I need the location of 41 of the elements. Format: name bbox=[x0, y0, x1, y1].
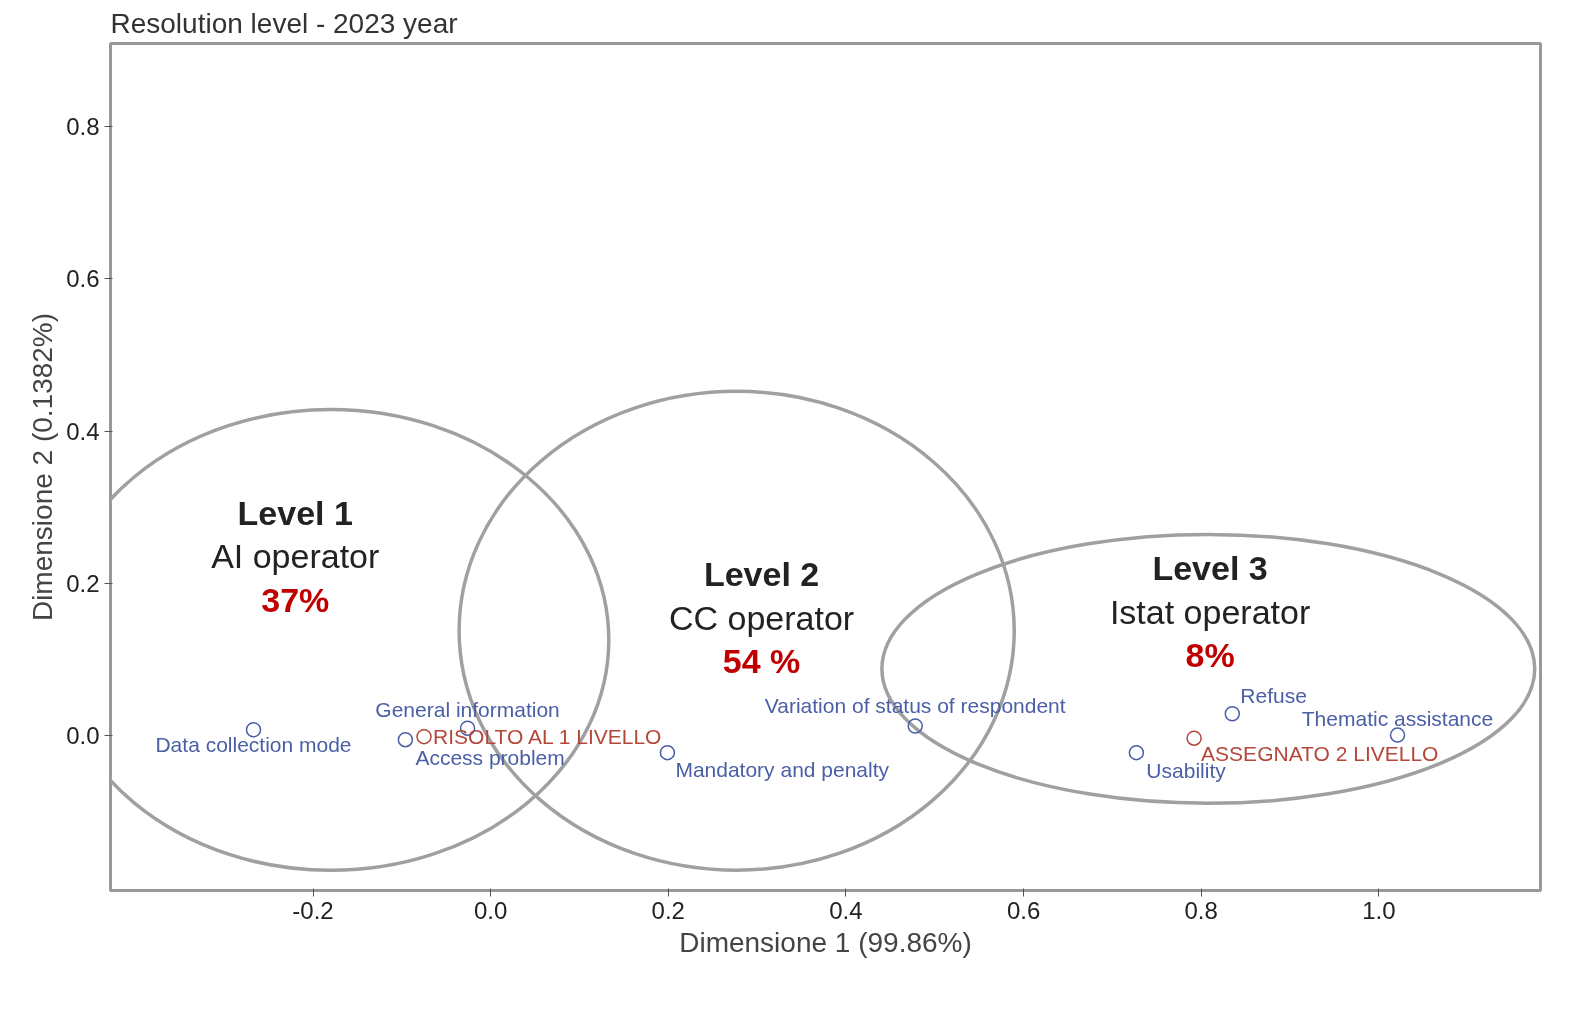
point bbox=[416, 728, 432, 745]
point bbox=[1224, 706, 1241, 722]
series-label: Mandatory and penalty bbox=[675, 758, 890, 782]
annotation: 54 % bbox=[722, 642, 801, 681]
annotation: Istat operator bbox=[1109, 592, 1311, 631]
series-label: Data collection mode bbox=[155, 733, 352, 757]
x-axis-title: Dimensione 1 (99.86%) bbox=[679, 926, 972, 958]
x-tick-label: 0.6 bbox=[1006, 896, 1041, 924]
series-label: Thematic assistance bbox=[1301, 706, 1494, 730]
x-tick-label: 0.8 bbox=[1184, 896, 1218, 924]
y-tick-label: 0.8 bbox=[66, 113, 100, 141]
y-tick-label: 0.0 bbox=[66, 722, 100, 750]
series-label: General information bbox=[375, 697, 560, 721]
point bbox=[659, 744, 676, 761]
annotation: 37% bbox=[261, 580, 330, 619]
point bbox=[1128, 744, 1145, 761]
series-label: RISOLTO AL 1 LIVELLO bbox=[433, 725, 662, 749]
annotation: Level 3 bbox=[1152, 549, 1268, 588]
y-axis-title: Dimensione 2 (0.1382%) bbox=[27, 312, 59, 622]
y-tick-label: 0.2 bbox=[66, 570, 100, 598]
annotation: CC operator bbox=[668, 598, 855, 637]
series-label: Access problem bbox=[415, 746, 565, 770]
point bbox=[245, 722, 262, 738]
annotation: AI operator bbox=[211, 537, 380, 576]
point bbox=[907, 718, 923, 734]
point bbox=[397, 731, 414, 748]
annotation: Level 1 bbox=[237, 493, 353, 532]
point bbox=[1186, 730, 1202, 746]
x-tick-label: 0.4 bbox=[829, 896, 863, 924]
x-tick-label: 1.0 bbox=[1362, 896, 1396, 924]
point bbox=[1389, 727, 1406, 743]
y-tick-label: 0.4 bbox=[66, 417, 100, 445]
annotation: Level 2 bbox=[703, 555, 820, 594]
x-tick-label: -0.2 bbox=[292, 896, 334, 924]
y-tick-label: 0.6 bbox=[66, 265, 100, 293]
annotation: 8% bbox=[1185, 636, 1235, 675]
x-tick-label: 0.0 bbox=[473, 896, 508, 924]
x-tick-label: 0.2 bbox=[651, 896, 685, 924]
series-label: Refuse bbox=[1240, 684, 1307, 708]
series-label: Variation of status of respondent bbox=[764, 694, 1066, 718]
chart-title: Resolution level - 2023 year bbox=[110, 7, 458, 39]
